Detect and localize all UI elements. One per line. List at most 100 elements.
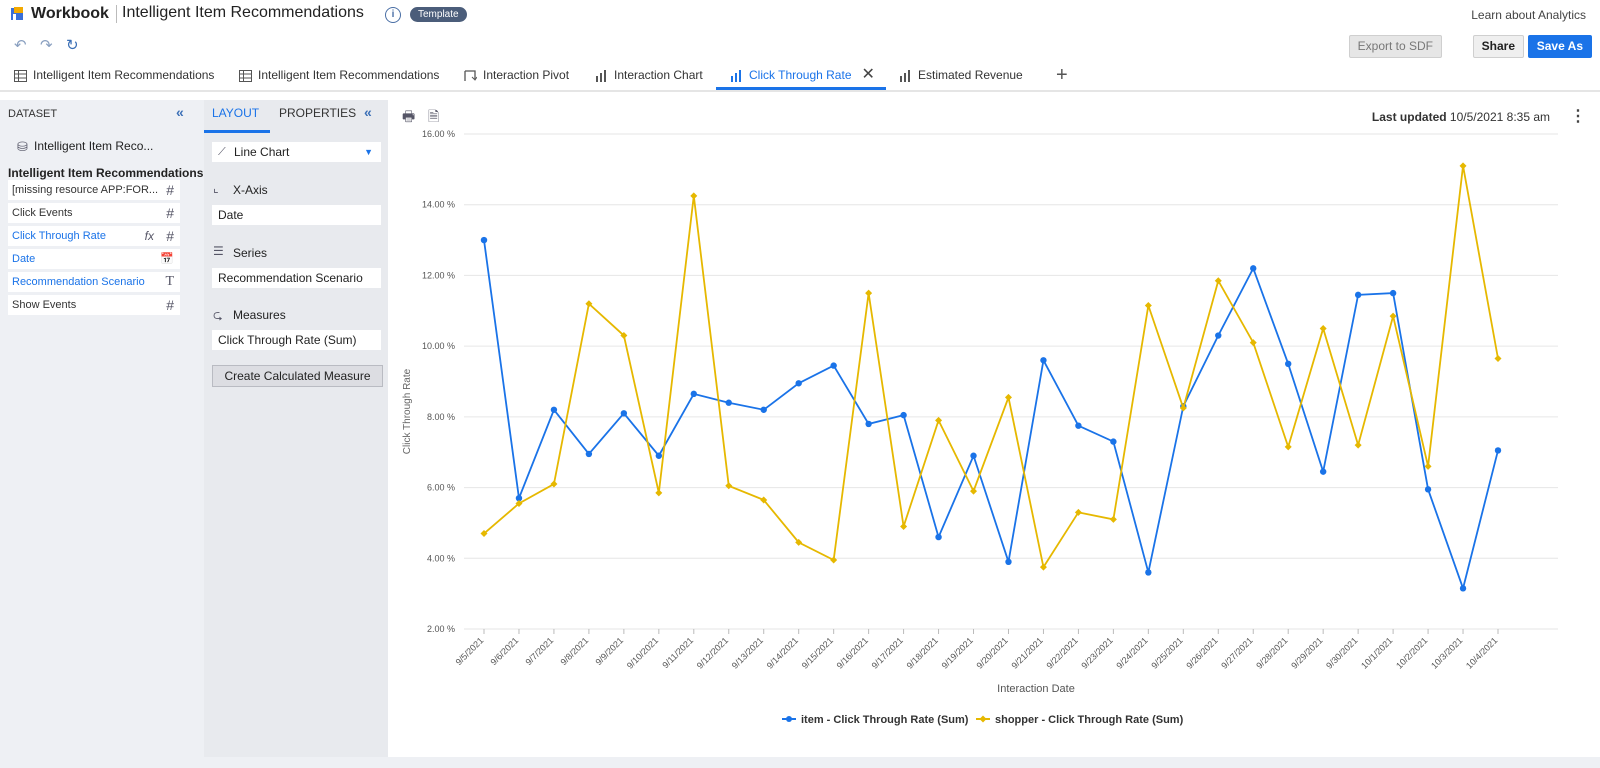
x-axis-field[interactable]: Date (212, 205, 381, 225)
field-show-events[interactable]: Show Events # (8, 295, 180, 315)
data-point-item (1215, 332, 1222, 339)
data-point-item (550, 406, 558, 413)
x-tick-label: 9/22/2021 (1044, 635, 1079, 670)
share-button[interactable]: Share (1472, 35, 1524, 58)
field-recommendation-scenario[interactable]: Recommendation Scenario T (8, 272, 180, 292)
measures-icon: ⮎ (213, 308, 223, 322)
tab-click-through-rate[interactable]: Click Through Rate ✕ (716, 62, 886, 90)
table-icon (239, 69, 252, 82)
refresh-icon[interactable]: ↻ (66, 37, 79, 54)
x-tick-label: 9/30/2021 (1324, 635, 1359, 670)
x-tick-label: 9/16/2021 (835, 635, 870, 670)
print-icon[interactable]: 🖶 (402, 108, 416, 124)
data-point-item (585, 450, 593, 458)
chart-type-select[interactable]: ⟋ Line Chart ▼ (212, 142, 381, 162)
create-calculated-measure-button[interactable]: Create Calculated Measure (212, 365, 383, 387)
save-as-button[interactable]: Save As (1527, 35, 1592, 58)
tab-interaction-pivot[interactable]: Interaction Pivot (464, 62, 569, 90)
export-file-icon[interactable]: 🗎 (428, 108, 440, 124)
y-tick-label: 12.00 % (422, 270, 455, 280)
series-icon: ☰ (213, 244, 224, 258)
learn-analytics-link[interactable]: Learn about Analytics (1471, 8, 1586, 22)
field-click-events[interactable]: Click Events # (8, 203, 180, 223)
y-tick-label: 2.00 % (427, 624, 455, 634)
data-point-item (900, 411, 907, 419)
dataset-name[interactable]: Intelligent Item Reco... (34, 139, 154, 153)
data-point-item (1494, 447, 1502, 454)
data-point-item (690, 390, 697, 398)
field-missing-resource[interactable]: [missing resource APP:FOR... # (8, 180, 180, 200)
x-tick-label: 9/28/2021 (1254, 635, 1289, 670)
number-type-icon: # (166, 182, 174, 198)
data-point-item (865, 420, 872, 428)
tab-interaction-chart[interactable]: Interaction Chart (595, 62, 703, 90)
data-point-item (760, 406, 767, 413)
field-date[interactable]: Date 📅 (8, 249, 180, 269)
x-tick-label: 9/13/2021 (730, 635, 765, 670)
data-point-shopper (690, 192, 698, 200)
data-point-shopper (1494, 355, 1502, 363)
data-point-item (480, 236, 488, 244)
collapse-layout-icon[interactable]: « (364, 104, 372, 120)
data-point-shopper (1179, 404, 1187, 412)
y-tick-label: 10.00 % (422, 341, 455, 351)
table-icon (14, 69, 27, 82)
tab-estimated-revenue[interactable]: Estimated Revenue (899, 62, 1023, 90)
number-type-icon: # (166, 205, 174, 221)
x-tick-label: 9/12/2021 (695, 635, 730, 670)
measures-field[interactable]: Click Through Rate (Sum) (212, 330, 381, 350)
data-point-shopper (900, 522, 908, 530)
x-tick-label: 10/2/2021 (1394, 635, 1429, 670)
series-field[interactable]: Recommendation Scenario (212, 268, 381, 288)
field-click-through-rate[interactable]: Click Through Rate fx # (8, 226, 180, 246)
collapse-dataset-icon[interactable]: « (176, 104, 184, 120)
line-chart: 2.00 % 4.00 % 6.00 % 8.00 % 10.00 % 12.00 % 14… (402, 129, 1558, 726)
x-tick-label: 9/19/2021 (940, 635, 975, 670)
data-point-shopper (1354, 441, 1362, 449)
x-tick-label: 10/1/2021 (1359, 635, 1394, 670)
close-tab-icon[interactable]: ✕ (861, 66, 875, 83)
redo-icon[interactable]: ↷ (40, 37, 53, 54)
x-axis-icon: ⌞ (213, 181, 219, 195)
tab-intelligent-item-recommendations-2[interactable]: Intelligent Item Recommendations (239, 62, 439, 90)
series-line-item (483, 239, 1499, 592)
data-point-item (830, 362, 837, 369)
last-updated: Last updated 10/5/2021 8:35 am (1372, 110, 1550, 124)
header-divider (116, 5, 117, 23)
data-point-shopper (935, 416, 943, 424)
x-tick-label: 9/29/2021 (1289, 635, 1324, 670)
data-point-shopper (970, 487, 978, 495)
data-point-item (1285, 360, 1292, 368)
field-label: Show Events (12, 299, 77, 311)
workbook-logo-icon (11, 7, 23, 20)
y-tick-label: 14.00 % (422, 200, 455, 210)
x-tick-label: 9/10/2021 (625, 635, 660, 670)
export-sdf-button[interactable]: Export to SDF (1348, 35, 1442, 58)
data-point-shopper (620, 332, 628, 340)
data-point-item (1040, 357, 1047, 364)
x-tick-label: 9/20/2021 (975, 635, 1010, 670)
pivot-icon (464, 70, 477, 81)
app-header: Workbook Intelligent Item Recommendation… (0, 0, 1600, 30)
more-options-icon[interactable]: ⋮ (1570, 108, 1586, 125)
x-tick-label: 9/7/2021 (523, 635, 555, 667)
x-tick-label: 10/3/2021 (1429, 635, 1464, 670)
data-point-shopper (1004, 393, 1012, 401)
data-point-item (725, 399, 732, 406)
bar-chart-icon (900, 69, 910, 82)
x-tick-label: 9/24/2021 (1114, 635, 1149, 670)
tab-properties[interactable]: PROPERTIES (279, 106, 357, 120)
undo-icon[interactable]: ↶ (14, 37, 27, 54)
x-tick-label: 9/23/2021 (1079, 635, 1114, 670)
x-tick-label: 9/6/2021 (489, 635, 521, 667)
data-point-item (515, 494, 523, 502)
tab-intelligent-item-recommendations-1[interactable]: Intelligent Item Recommendations (14, 62, 214, 90)
data-point-item (620, 410, 628, 417)
line-chart-icon: ⟋ (218, 146, 226, 158)
tab-layout[interactable]: LAYOUT (212, 106, 260, 120)
data-point-shopper (830, 556, 838, 564)
info-icon[interactable]: i (385, 7, 401, 23)
add-tab-icon[interactable]: + (1056, 64, 1068, 86)
app-name: Workbook (31, 5, 109, 22)
data-point-shopper (760, 496, 768, 504)
